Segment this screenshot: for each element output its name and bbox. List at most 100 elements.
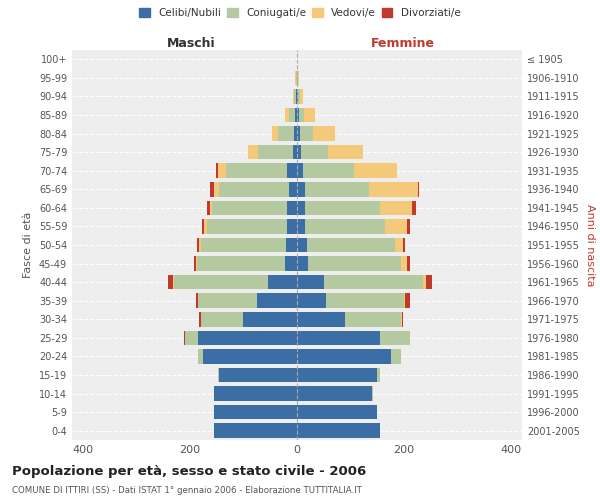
Bar (391, 349, 401, 364)
Bar (257, 294, 297, 308)
Bar (278, 126, 295, 141)
Bar (297, 275, 324, 289)
Bar (244, 312, 297, 326)
Text: Maschi: Maschi (167, 37, 215, 50)
Bar (308, 256, 401, 271)
Bar (287, 219, 297, 234)
Bar (258, 145, 293, 160)
Bar (370, 182, 418, 196)
Bar (198, 294, 257, 308)
Bar (301, 145, 328, 160)
Bar (196, 256, 197, 271)
Bar (218, 164, 226, 178)
Bar (297, 405, 377, 419)
Bar (295, 108, 297, 122)
Bar (297, 312, 345, 326)
Bar (220, 182, 289, 196)
Bar (297, 349, 391, 364)
Bar (205, 219, 207, 234)
Bar (199, 238, 200, 252)
Bar (385, 219, 407, 234)
Bar (324, 275, 423, 289)
Bar (355, 164, 397, 178)
Bar (197, 238, 199, 252)
Bar (405, 294, 409, 308)
Bar (418, 182, 419, 196)
Bar (395, 238, 403, 252)
Bar (209, 182, 214, 196)
Bar (293, 89, 295, 104)
Bar (185, 330, 198, 345)
Bar (297, 368, 377, 382)
Text: Popolazione per età, sesso e stato civile - 2006: Popolazione per età, sesso e stato civil… (12, 464, 366, 477)
Bar (197, 256, 285, 271)
Bar (216, 164, 218, 178)
Text: COMUNE DI ITTIRI (SS) - Dati ISTAT 1° gennaio 2006 - Elaborazione TUTTITALIA.IT: COMUNE DI ITTIRI (SS) - Dati ISTAT 1° ge… (12, 486, 362, 495)
Bar (297, 219, 305, 234)
Bar (214, 424, 297, 438)
Bar (298, 70, 299, 85)
Bar (425, 275, 432, 289)
Bar (377, 368, 380, 382)
Bar (423, 275, 425, 289)
Bar (407, 256, 410, 271)
Bar (272, 126, 278, 141)
Y-axis label: Anni di nascita: Anni di nascita (585, 204, 595, 286)
Bar (226, 164, 287, 178)
Bar (199, 312, 200, 326)
Bar (297, 200, 305, 215)
Bar (194, 256, 196, 271)
Bar (214, 182, 220, 196)
Bar (203, 349, 297, 364)
Bar (297, 238, 307, 252)
Bar (200, 312, 244, 326)
Bar (198, 330, 297, 345)
Bar (305, 219, 385, 234)
Bar (207, 200, 209, 215)
Bar (305, 200, 380, 215)
Bar (380, 330, 410, 345)
Bar (403, 238, 404, 252)
Bar (299, 108, 304, 122)
Bar (174, 275, 268, 289)
Bar (287, 200, 297, 215)
Bar (297, 182, 305, 196)
Bar (297, 386, 372, 401)
Bar (313, 126, 335, 141)
Bar (402, 312, 403, 326)
Bar (296, 70, 297, 85)
Bar (293, 145, 297, 160)
Bar (380, 200, 412, 215)
Bar (212, 200, 287, 215)
Bar (196, 294, 198, 308)
Bar (297, 145, 301, 160)
Bar (304, 164, 355, 178)
Bar (297, 424, 380, 438)
Bar (214, 405, 297, 419)
Bar (299, 126, 313, 141)
Bar (168, 275, 173, 289)
Bar (268, 275, 297, 289)
Bar (287, 164, 297, 178)
Bar (328, 145, 363, 160)
Bar (297, 330, 380, 345)
Bar (304, 108, 314, 122)
Bar (297, 70, 298, 85)
Bar (198, 349, 203, 364)
Bar (297, 256, 308, 271)
Bar (289, 108, 295, 122)
Legend: Celibi/Nubili, Coniugati/e, Vedovi/e, Divorziati/e: Celibi/Nubili, Coniugati/e, Vedovi/e, Di… (136, 5, 464, 21)
Bar (412, 200, 416, 215)
Bar (289, 182, 297, 196)
Bar (297, 108, 299, 122)
Bar (326, 294, 404, 308)
Bar (305, 182, 370, 196)
Bar (218, 368, 220, 382)
Bar (297, 294, 326, 308)
Bar (248, 145, 258, 160)
Bar (209, 200, 212, 215)
Bar (295, 126, 297, 141)
Y-axis label: Fasce di età: Fasce di età (23, 212, 33, 278)
Bar (214, 386, 297, 401)
Text: Femmine: Femmine (371, 37, 435, 50)
